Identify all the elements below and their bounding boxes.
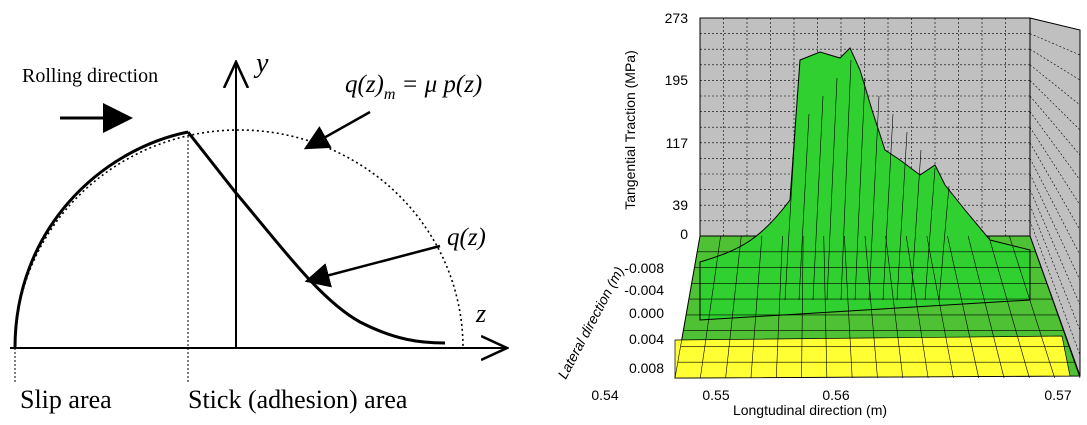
- wall-grid: [1029, 142, 1081, 231]
- surface-grid: [864, 235, 878, 379]
- wall-grid: [1029, 64, 1081, 106]
- surface-grid: [1029, 235, 1081, 379]
- axis-label: z: [475, 299, 486, 328]
- label: Rolling direction: [22, 65, 158, 87]
- surface-grid: [926, 235, 954, 379]
- surface-plot: 273 195 117 39 0 -0.008 -0.004 0.000 0.004 0.008 0…: [554, 10, 1081, 418]
- x-tick-label: 0.54: [591, 387, 618, 403]
- x-tick-label: 0.56: [822, 387, 849, 403]
- surface-grid: [840, 59, 852, 301]
- traction-curve: [186, 131, 446, 345]
- z-tick-label: 195: [665, 72, 689, 88]
- y-tick-label: 0.000: [629, 305, 664, 321]
- x-tick-label: 0.55: [702, 387, 729, 403]
- region-label: Stick (adhesion) area: [188, 385, 408, 414]
- surface-grid: [725, 235, 742, 379]
- surface-grid: [674, 235, 701, 379]
- surface-grid: [924, 167, 936, 301]
- surface-grid: [798, 113, 810, 301]
- axis-title: Tangential Traction (MPa): [622, 50, 638, 210]
- region-label: Slip area: [20, 385, 112, 414]
- surface-grid: [812, 95, 824, 301]
- wall-grid: [1029, 205, 1081, 331]
- surface-grid: [905, 235, 929, 379]
- surface-grid: [784, 131, 796, 301]
- surface-grid: [826, 77, 838, 301]
- slip-curve: [13, 130, 189, 349]
- surface-grid: [885, 235, 904, 379]
- z-tick-label: 273: [665, 10, 689, 26]
- surface-grid: [988, 235, 1030, 379]
- wall-grid: [1029, 189, 1081, 306]
- z-tick-label: 0: [680, 226, 688, 242]
- surface-grid: [854, 77, 866, 301]
- wall-grid: [1029, 48, 1081, 81]
- z-tick-label: 117: [666, 135, 689, 151]
- surface-grid: [896, 131, 908, 301]
- surface-grid: [967, 235, 1005, 379]
- max-traction-curve: [14, 129, 464, 349]
- surface-grid: [844, 235, 853, 379]
- contact-diagram: Rolling direction y z q(z)m = μ p(z) q(z)…: [10, 48, 505, 414]
- surface-grid: [938, 185, 950, 301]
- x-tick-label: 0.57: [1044, 387, 1071, 403]
- y-tick-label: 0.004: [629, 331, 664, 347]
- surface-grid: [823, 235, 828, 379]
- formula-part: q(z): [345, 71, 384, 98]
- surface-grid: [868, 95, 880, 301]
- wall-grid: [1029, 33, 1081, 56]
- surface-grid: [910, 149, 922, 301]
- surface-grid: [882, 113, 894, 301]
- surface-grid: [947, 235, 980, 379]
- axis-title: Lateral direction (m): [554, 264, 627, 381]
- surface-grid: [775, 235, 783, 379]
- axis-title: Longtudinal direction (m): [733, 402, 887, 418]
- formula-part: = μ p(z): [401, 71, 482, 98]
- formula: q(z): [447, 224, 486, 251]
- formula: q(z)m = μ p(z): [345, 71, 482, 103]
- z-tick-label: 39: [672, 197, 688, 213]
- y-tick-label: 0.008: [629, 360, 664, 376]
- pointer: [303, 110, 371, 150]
- pointer: [304, 244, 441, 288]
- surface-grid: [700, 235, 721, 379]
- surface-grid: [801, 235, 804, 379]
- surface-grid: [750, 235, 763, 379]
- wall-grid: [1029, 127, 1081, 206]
- surface-grid: [1009, 235, 1055, 379]
- axis-label: y: [253, 48, 269, 79]
- wall-grid: [1029, 173, 1081, 281]
- floor-band: [674, 335, 1071, 379]
- formula-part: m: [384, 86, 396, 103]
- y-tick-label: -0.004: [624, 282, 664, 298]
- y-tick-label: -0.008: [624, 260, 664, 276]
- wall-grid: [1029, 95, 1081, 156]
